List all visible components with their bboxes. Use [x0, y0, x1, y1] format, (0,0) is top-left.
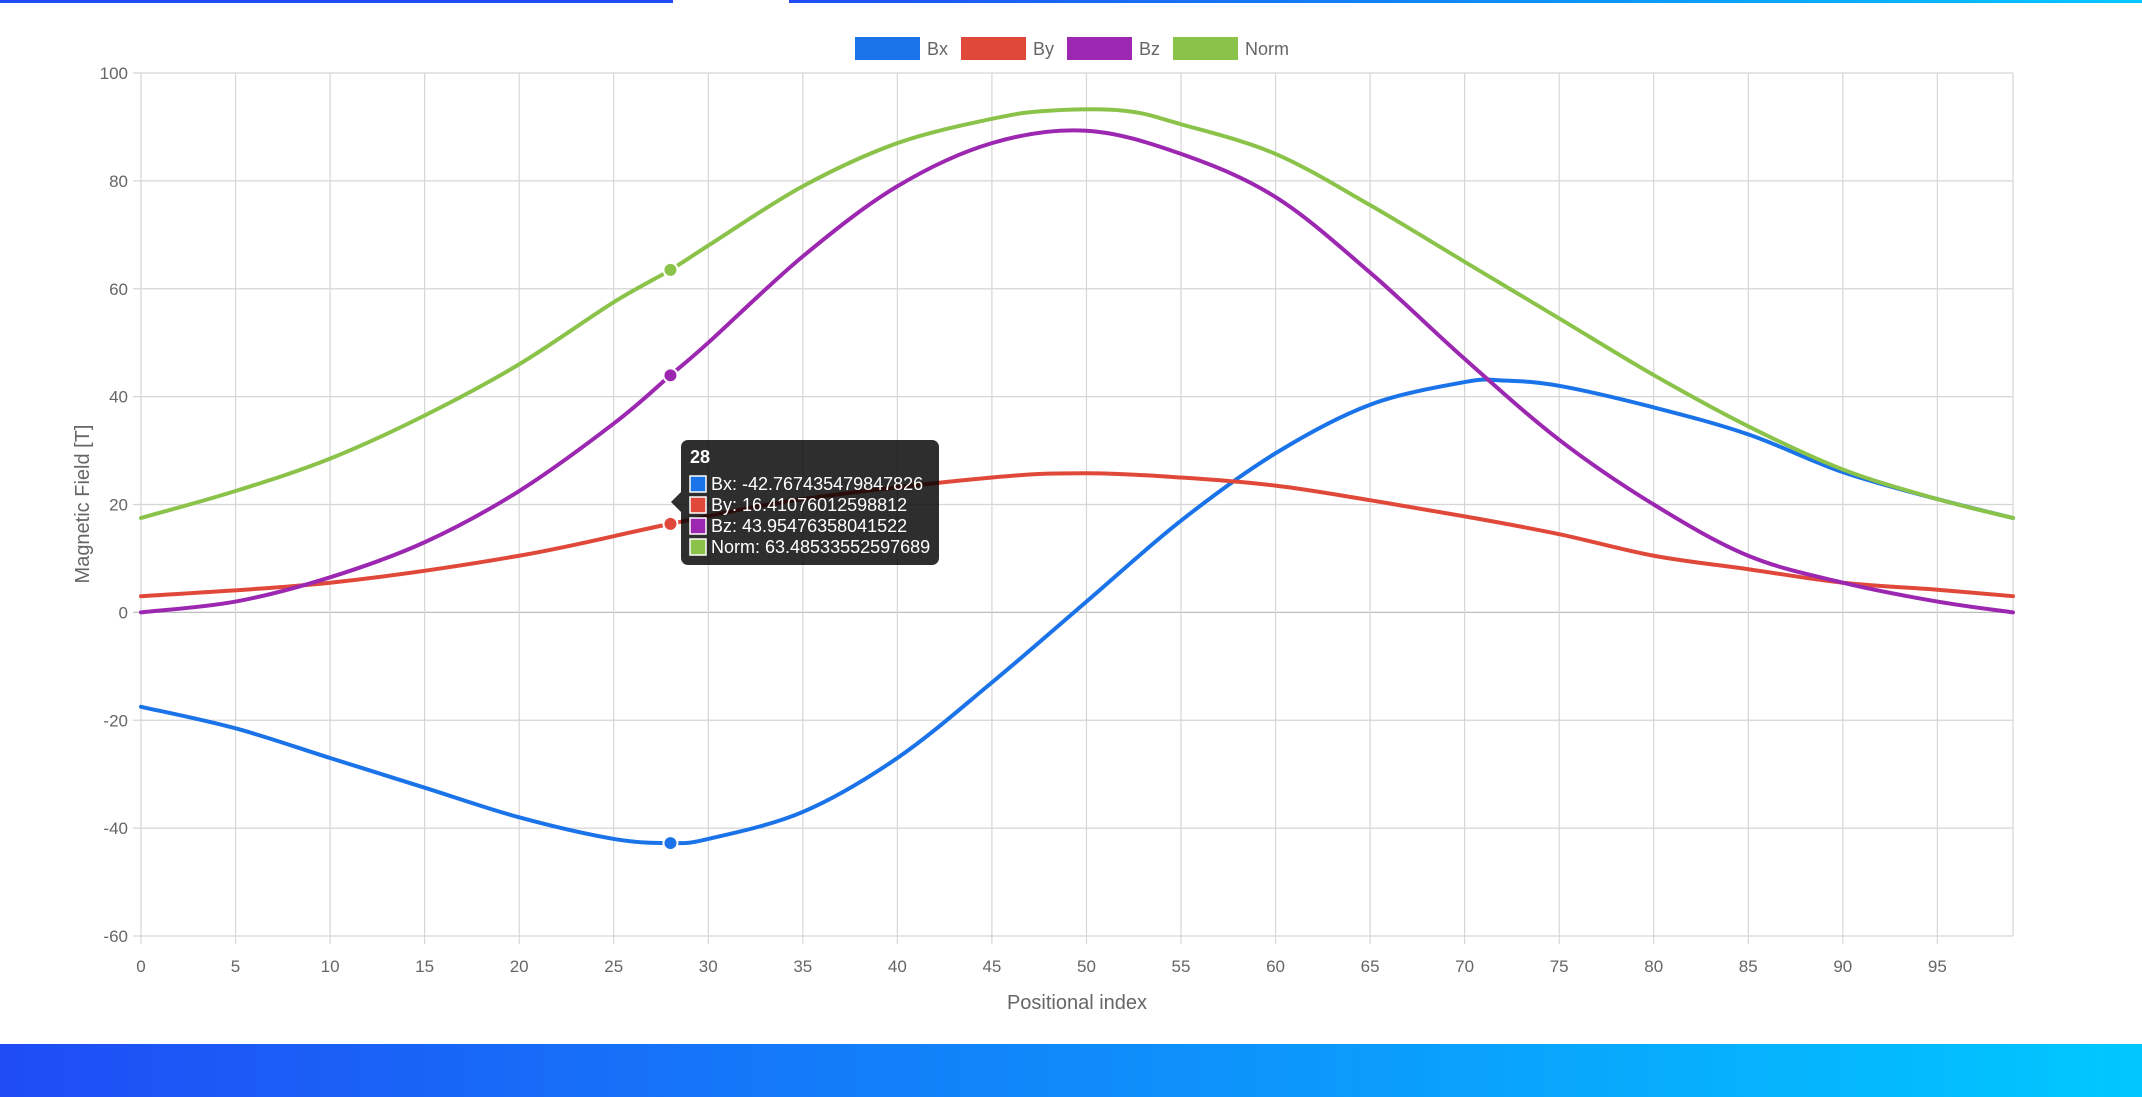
- y-tick-label: 0: [119, 603, 128, 622]
- y-tick-label: 20: [109, 496, 128, 515]
- x-tick-label: 55: [1172, 957, 1191, 976]
- hover-points: [662, 261, 679, 852]
- x-tick-label: 5: [231, 957, 240, 976]
- x-tick-label: 40: [888, 957, 907, 976]
- bottom-gradient-band: [0, 1044, 2142, 1097]
- y-tick-label: -20: [103, 711, 128, 730]
- hover-point-norm: [662, 261, 679, 278]
- series-lines: [139, 107, 2015, 846]
- x-tick-label: 75: [1550, 957, 1569, 976]
- x-tick-label: 60: [1266, 957, 1285, 976]
- series-line-by: [139, 471, 2015, 599]
- legend-label-bz: Bz: [1139, 39, 1160, 59]
- series-line-bx: [139, 377, 2015, 846]
- tooltip-swatch-bx: [689, 475, 707, 493]
- x-tick-label: 90: [1833, 957, 1852, 976]
- legend-label-by: By: [1033, 39, 1054, 59]
- legend-label-norm: Norm: [1245, 39, 1289, 59]
- tooltip-line-bx: Bx: -42.767435479847826: [711, 474, 923, 494]
- x-tick-label: 0: [136, 957, 145, 976]
- line-chart: 100 80 60 40 20 0 -20 -40 -60 0 5 10 15 20 25 30 35 40 45…: [72, 37, 2015, 1014]
- hover-point-by: [662, 515, 679, 532]
- y-axis-title: Magnetic Field [T]: [72, 425, 94, 584]
- y-tick-label: -60: [103, 927, 128, 946]
- grid: [133, 72, 2014, 944]
- x-tick-label: 35: [793, 957, 812, 976]
- hover-point-bz: [662, 367, 679, 384]
- tooltip-line-bz: Bz: 43.95476358041522: [711, 516, 907, 536]
- x-tick-label: 10: [321, 957, 340, 976]
- y-tick-label: 60: [109, 280, 128, 299]
- x-tick-label: 80: [1644, 957, 1663, 976]
- legend-label-bx: Bx: [927, 39, 948, 59]
- x-tick-label: 50: [1077, 957, 1096, 976]
- tooltip-swatch-by: [689, 496, 707, 514]
- hover-point-bx: [662, 835, 679, 852]
- tooltip-caret: [671, 492, 681, 512]
- x-tick-label: 85: [1739, 957, 1758, 976]
- top-accent-bar-right: [789, 0, 2142, 3]
- tooltip-swatch-bz: [689, 517, 707, 535]
- y-tick-label: 80: [109, 172, 128, 191]
- x-tick-label: 95: [1928, 957, 1947, 976]
- legend-swatch-by: [961, 37, 1026, 60]
- y-tick-label: 100: [100, 64, 128, 83]
- y-tick-label: -40: [103, 819, 128, 838]
- series-line-norm: [139, 107, 2015, 520]
- x-axis: 0 5 10 15 20 25 30 35 40 45 50 55 60 65 70 75 80 85 90 95: [136, 957, 1947, 976]
- x-tick-label: 20: [510, 957, 529, 976]
- tooltip-box: [681, 440, 939, 565]
- series-line-bz: [139, 128, 2015, 615]
- y-axis: 100 80 60 40 20 0 -20 -40 -60: [100, 64, 128, 946]
- x-tick-label: 30: [699, 957, 718, 976]
- legend-swatch-bz: [1067, 37, 1132, 60]
- x-tick-label: 70: [1455, 957, 1474, 976]
- tooltip-title: 28: [690, 447, 710, 467]
- y-tick-label: 40: [109, 388, 128, 407]
- x-tick-label: 15: [415, 957, 434, 976]
- x-axis-title: Positional index: [1007, 992, 1147, 1014]
- x-tick-label: 25: [604, 957, 623, 976]
- tooltip-swatch-norm: [689, 538, 707, 556]
- top-accent-bar-left: [0, 0, 673, 3]
- tooltip-line-by: By: 16.41076012598812: [711, 495, 907, 515]
- legend-swatch-bx: [855, 37, 920, 60]
- legend: Bx By Bz Norm: [855, 37, 1289, 60]
- legend-swatch-norm: [1173, 37, 1238, 60]
- tooltip-line-norm: Norm: 63.48533552597689: [711, 537, 930, 557]
- x-tick-label: 45: [982, 957, 1001, 976]
- x-tick-label: 65: [1361, 957, 1380, 976]
